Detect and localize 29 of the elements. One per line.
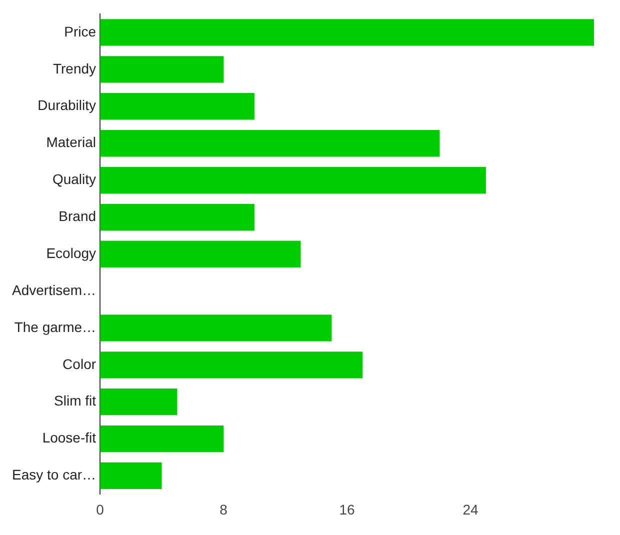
y-tick-label: Loose-fit (42, 430, 96, 446)
y-tick-label: Easy to car… (12, 466, 96, 483)
x-tick-label: 0 (96, 501, 104, 518)
x-tick-label: 24 (462, 501, 479, 518)
x-tick-label: 8 (220, 501, 228, 518)
y-tick-label: Ecology (46, 244, 96, 261)
y-tick-label: Price (64, 23, 96, 40)
y-tick-label: Brand (58, 208, 96, 224)
bar (100, 352, 362, 378)
bar (100, 388, 178, 416)
bar (100, 19, 594, 46)
y-tick-label: Slim fit (54, 392, 96, 409)
bar (100, 130, 440, 157)
bar (100, 56, 224, 83)
y-tick-label: Trendy (52, 60, 96, 76)
y-tick-label: Advertisem… (12, 282, 96, 298)
bar (100, 462, 162, 490)
bar (100, 166, 486, 194)
bar (100, 93, 254, 120)
y-tick-label: Color (62, 356, 96, 372)
bar (100, 204, 254, 230)
y-tick-label: The garme… (14, 318, 96, 335)
y-tick-label: Quality (52, 171, 96, 188)
x-tick-label: 16 (339, 501, 356, 518)
bar (100, 240, 301, 268)
y-tick-label: Durability (38, 97, 96, 114)
y-tick-label: Material (46, 134, 96, 150)
bar (100, 425, 224, 452)
bar (100, 314, 332, 342)
